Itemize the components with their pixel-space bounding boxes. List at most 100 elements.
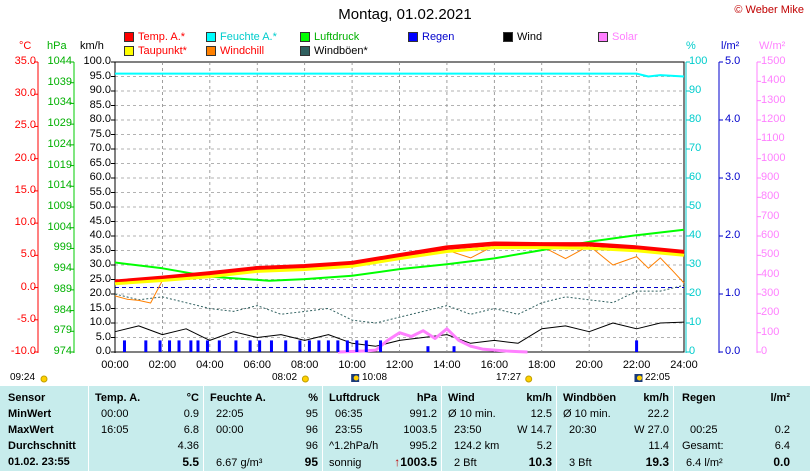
rain-bar (336, 340, 340, 352)
legend-label: Windchill (220, 45, 265, 57)
solar-tick-label: 900 (761, 171, 780, 183)
solar-tick-label: 100 (761, 325, 780, 338)
press-tick-label: 1014 (47, 179, 72, 192)
series-line-windb-en (114, 284, 685, 324)
rain-bar (307, 340, 311, 352)
temp-tick-label: -5.0 (17, 312, 36, 325)
wind-tick-label: 35.0 (89, 243, 111, 256)
temp-tick-label: 30.0 (14, 87, 36, 100)
legend-item: Regen (408, 31, 454, 43)
legend-item: Feuchte A.* (206, 31, 277, 43)
rain-bar (326, 340, 330, 352)
axis-unit-rain: l/m² (721, 40, 740, 52)
rain-tick-label: 0.0 (725, 345, 741, 357)
wind-avg: 5.2 (536, 440, 552, 452)
legend-swatch (300, 46, 310, 56)
solar-tick-label: 1200 (761, 113, 786, 125)
press-avg: 995.2 (409, 440, 437, 452)
solar-tick-label: 1300 (761, 93, 786, 106)
legend-swatch (300, 32, 310, 42)
temp-tick-label: 0.0 (20, 280, 36, 293)
stats-min-label: MinWert (8, 408, 52, 420)
hum-min-value: 95 (305, 408, 318, 420)
temp-tick-label: 35.0 (14, 55, 36, 67)
temp-min-time: 00:00 (101, 408, 129, 420)
hum-max-time: 00:00 (216, 424, 244, 436)
solar-tick-label: 300 (761, 287, 780, 299)
temp-head: Temp. A. (95, 392, 141, 404)
press-tick-label: 1029 (47, 117, 72, 130)
gust-unit: km/h (643, 392, 669, 404)
wind-now: 10.3 (528, 455, 552, 469)
solar-tick-label: 1100 (761, 132, 785, 145)
stats-rain-column: Regen l/m² 00:25 0.2 Gesamt: 6.4 6.4 l/m… (674, 386, 794, 471)
rain-bar (452, 346, 456, 352)
stats-panel: Sensor MinWert MaxWert Durchschnitt 01.0… (0, 386, 810, 471)
press-tick-label: 984 (53, 303, 72, 316)
hum-tick-label: 10 (689, 316, 702, 328)
wind-tick-label: 40.0 (89, 229, 111, 241)
legend-item: Windchill (206, 45, 264, 57)
trend-up-icon: ↑ (394, 455, 401, 469)
hum-tick-label: 70 (689, 142, 702, 154)
axis-unit-solar: W/m² (759, 40, 786, 52)
hum-absolute: 6.67 g/m³ (216, 457, 263, 469)
sunset-time: 17:27 (496, 372, 522, 383)
wind-tick-label: 45.0 (89, 214, 111, 227)
press-max-value: 1003.5 (403, 424, 437, 436)
rain-bar (635, 340, 639, 352)
solar-tick-label: 1000 (761, 151, 786, 164)
rain-tick-label: 2.0 (725, 229, 741, 241)
gust-head: Windböen (563, 392, 617, 404)
press-tick-label: 989 (53, 282, 72, 295)
series-line-wind (114, 321, 685, 347)
stats-max-label: MaxWert (8, 424, 54, 436)
press-tick-label: 994 (53, 262, 72, 275)
wind-tick-label: 65.0 (89, 156, 111, 169)
rain-head: Regen (682, 392, 716, 404)
rain-bar (355, 340, 359, 352)
temp-tick-label: 20.0 (14, 151, 36, 164)
legend-label: Solar (612, 31, 638, 43)
rain-bar (379, 340, 383, 352)
temp-tick-label: 15.0 (14, 183, 36, 196)
rain-bar (234, 340, 238, 352)
wind-tick-label: 0.0 (95, 345, 111, 357)
sunrise-icon (301, 375, 309, 383)
wind-bft: 2 Bft (454, 457, 477, 469)
series-line-taupunkt (114, 246, 685, 286)
press-tick-label: 1004 (47, 220, 72, 233)
moonrise-time: 10:08 (362, 372, 388, 383)
temp-min-value: 0.9 (183, 408, 199, 420)
weather-chart (34, 61, 761, 383)
press-head: Luftdruck (329, 392, 380, 404)
rain-bar (144, 340, 148, 352)
rain-bar (258, 340, 262, 352)
rain-bar (317, 340, 321, 352)
press-tick-label: 1034 (47, 96, 72, 109)
wind-avg10-value: 12.5 (530, 408, 552, 420)
wind-tick-label: 70.0 (89, 142, 111, 154)
wind-tick-label: 30.0 (89, 258, 111, 270)
wind-tick-label: 80.0 (89, 113, 111, 125)
axis-unit-wind: km/h (80, 40, 104, 52)
wind-tick-label: 95.0 (89, 69, 111, 82)
rain-tick-label: 1.0 (725, 287, 741, 299)
copyright-label: © Weber Mike (734, 4, 804, 16)
legend-swatch (206, 46, 216, 56)
series-line-feuchte-a (115, 72, 685, 78)
temp-tick-label: -10.0 (10, 345, 36, 357)
wind-head: Wind (448, 392, 475, 404)
legend-label: Windböen* (314, 45, 368, 57)
wind-avg10-label: Ø 10 min. (448, 408, 496, 420)
rain-now: 0.0 (773, 455, 790, 469)
rain-max-time: 00:25 (690, 424, 718, 436)
event-time-left: 09:24 (10, 372, 36, 383)
moonrise-icon-face (353, 375, 359, 381)
time-tick-label: 16:00 (480, 359, 509, 371)
rain-now-label: 6.4 l/m² (686, 457, 723, 469)
hum-tick-label: 40 (689, 229, 702, 241)
press-tick-label: 979 (53, 324, 72, 337)
wind-tick-label: 15.0 (89, 301, 111, 314)
time-tick-label: 08:00 (290, 359, 319, 371)
